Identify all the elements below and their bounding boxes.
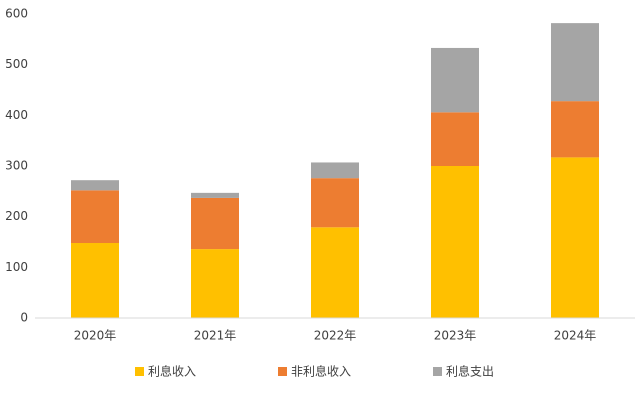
x-tick-label: 2022年 [314, 329, 357, 343]
bar-segment [431, 166, 479, 318]
bar-segment [311, 227, 359, 318]
bar-segment [71, 180, 119, 191]
y-tick-label: 0 [20, 311, 28, 325]
legend-label: 利息收入 [148, 364, 196, 379]
bar-segment [551, 157, 599, 318]
y-tick-label: 300 [5, 159, 28, 173]
x-tick-label: 2024年 [554, 329, 597, 343]
x-tick-label: 2021年 [194, 329, 237, 343]
bar-segment [191, 197, 239, 250]
bar-segment [191, 249, 239, 318]
legend-label: 非利息收入 [291, 364, 351, 379]
bar-segment [311, 178, 359, 228]
x-tick-label: 2020年 [74, 329, 117, 343]
bar-segment [311, 162, 359, 179]
y-tick-label: 500 [5, 57, 28, 71]
bar-segment [431, 47, 479, 113]
y-tick-label: 100 [5, 260, 28, 274]
bar-segment [431, 112, 479, 166]
bar-segment [191, 192, 239, 198]
legend-swatch [135, 367, 144, 376]
y-tick-label: 600 [5, 7, 28, 21]
legend-label: 利息支出 [446, 364, 494, 379]
bar-segment [71, 243, 119, 318]
bar-segment [551, 101, 599, 158]
y-tick-label: 400 [5, 108, 28, 122]
x-tick-label: 2023年 [434, 329, 477, 343]
y-tick-label: 200 [5, 209, 28, 223]
bar-segment [551, 23, 599, 102]
legend-swatch [278, 367, 287, 376]
legend-swatch [433, 367, 442, 376]
bar-segment [71, 190, 119, 244]
